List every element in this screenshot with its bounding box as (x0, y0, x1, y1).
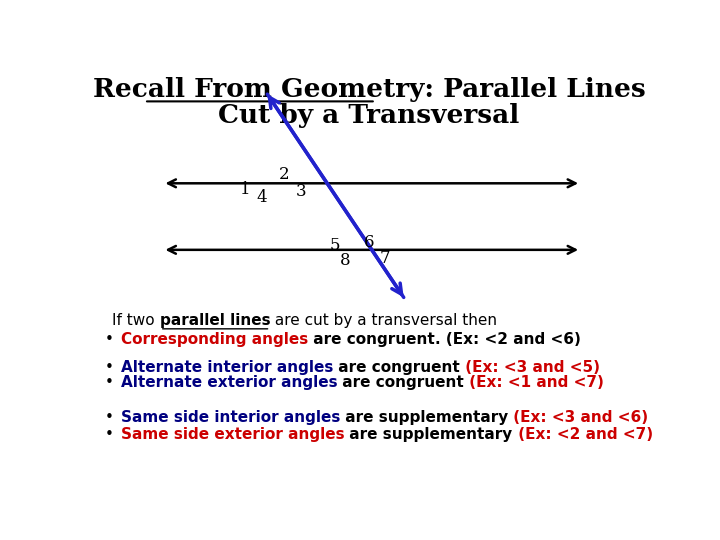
Text: Alternate exterior angles: Alternate exterior angles (121, 375, 337, 389)
Text: •: • (105, 360, 114, 375)
Text: 6: 6 (364, 234, 374, 251)
Text: 7: 7 (379, 249, 390, 267)
Text: 2: 2 (279, 166, 289, 183)
Text: parallel lines: parallel lines (160, 313, 271, 328)
Text: Same side interior angles: Same side interior angles (121, 410, 340, 425)
Text: 3: 3 (296, 183, 306, 200)
Text: Alternate interior angles: Alternate interior angles (121, 360, 333, 375)
Text: are congruent: are congruent (333, 360, 460, 375)
Text: 8: 8 (341, 252, 351, 269)
Text: Corresponding angles: Corresponding angles (121, 332, 308, 347)
Text: 4: 4 (256, 190, 267, 206)
Text: are supplementary: are supplementary (340, 410, 508, 425)
Text: are congruent: are congruent (337, 375, 464, 389)
Text: 5: 5 (329, 237, 340, 254)
Text: are congruent: are congruent (308, 332, 435, 347)
Text: 1: 1 (240, 181, 251, 198)
Text: •: • (105, 410, 114, 425)
Text: •: • (105, 427, 114, 442)
Text: . (Ex: <2 and <6): . (Ex: <2 and <6) (435, 332, 580, 347)
Text: Same side exterior angles: Same side exterior angles (121, 427, 344, 442)
Text: (Ex: <2 and <7): (Ex: <2 and <7) (513, 427, 653, 442)
Text: (Ex: <1 and <7): (Ex: <1 and <7) (464, 375, 604, 389)
Text: If two: If two (112, 313, 160, 328)
Text: Recall From Geometry: Parallel Lines: Recall From Geometry: Parallel Lines (93, 77, 645, 102)
Text: are cut by a transversal then: are cut by a transversal then (271, 313, 498, 328)
Text: are supplementary: are supplementary (344, 427, 513, 442)
Text: •: • (105, 375, 114, 389)
Text: (Ex: <3 and <5): (Ex: <3 and <5) (460, 360, 600, 375)
Text: •: • (105, 332, 114, 347)
Text: (Ex: <3 and <6): (Ex: <3 and <6) (508, 410, 649, 425)
Text: Cut by a Transversal: Cut by a Transversal (218, 103, 520, 128)
